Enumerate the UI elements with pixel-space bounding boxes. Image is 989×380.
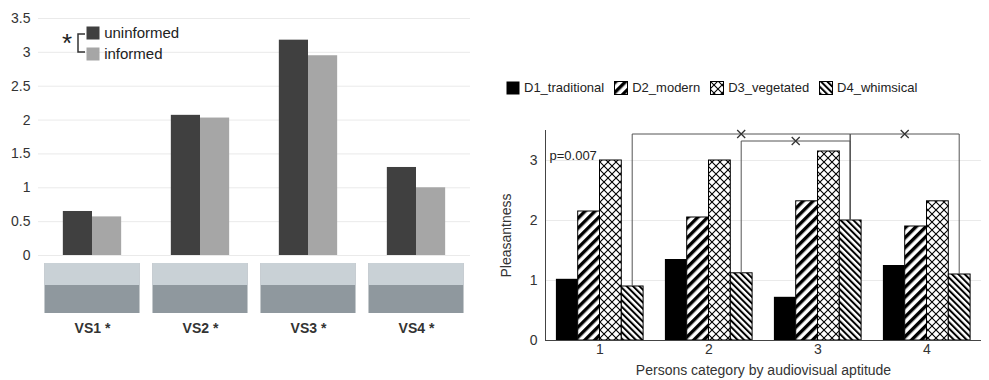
svg-text:Persons category by audiovisua: Persons category by audiovisual aptitude <box>636 362 891 378</box>
svg-text:2.5: 2.5 <box>11 78 31 94</box>
svg-text:3: 3 <box>814 341 822 357</box>
svg-text:1: 1 <box>23 179 31 195</box>
svg-text:Pleasantness: Pleasantness <box>498 193 514 277</box>
svg-text:2: 2 <box>530 212 538 228</box>
svg-text:3: 3 <box>23 44 31 60</box>
svg-text:2: 2 <box>705 341 713 357</box>
svg-text:4: 4 <box>923 341 931 357</box>
svg-text:0: 0 <box>530 332 538 348</box>
html-text:D4_whimsical: D4_whimsical <box>837 80 918 95</box>
html-text:D1_traditional: D1_traditional <box>524 80 605 95</box>
svg-text:3.5: 3.5 <box>11 10 31 26</box>
html-text:uninformed: uninformed <box>104 24 180 41</box>
html-text:informed: informed <box>104 45 163 62</box>
svg-text:2: 2 <box>23 112 31 128</box>
svg-text:p=0.007: p=0.007 <box>550 148 597 163</box>
svg-text:VS2 *: VS2 * <box>183 320 219 336</box>
html-text:D3_vegetated: D3_vegetated <box>728 80 810 95</box>
svg-text:1: 1 <box>530 272 538 288</box>
svg-text:1: 1 <box>596 341 604 357</box>
svg-text:1.5: 1.5 <box>11 145 31 161</box>
html-text:D2_modern: D2_modern <box>632 80 701 95</box>
svg-text:0.5: 0.5 <box>11 213 31 229</box>
svg-text:VS4 *: VS4 * <box>399 320 435 336</box>
svg-text:VS3 *: VS3 * <box>291 320 327 336</box>
svg-text:VS1 *: VS1 * <box>75 320 111 336</box>
svg-text:0: 0 <box>23 247 31 263</box>
svg-text:3: 3 <box>530 152 538 168</box>
